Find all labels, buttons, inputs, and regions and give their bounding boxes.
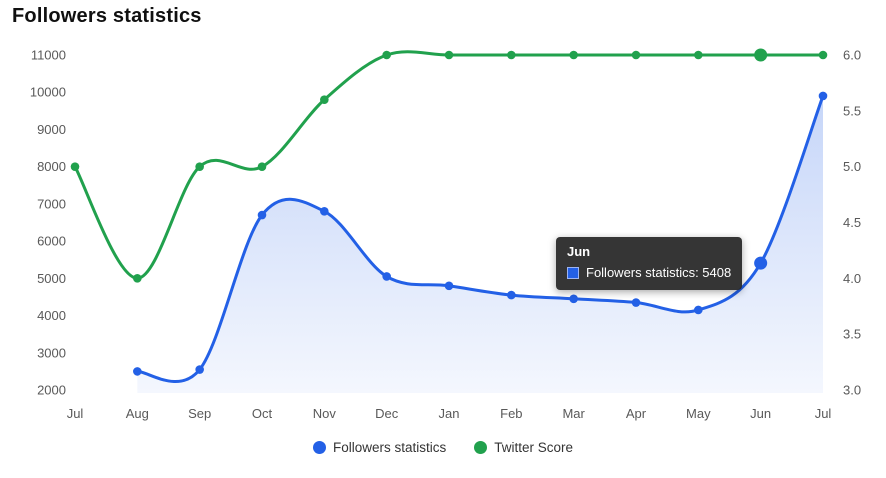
page-title: Followers statistics bbox=[12, 5, 202, 27]
left-axis-tick: 7000 bbox=[37, 196, 66, 211]
followers-point-Jul[interactable] bbox=[818, 91, 828, 101]
x-axis-label: May bbox=[686, 406, 711, 421]
right-axis-tick: 3.5 bbox=[843, 327, 861, 342]
x-axis-label: Jan bbox=[439, 406, 460, 421]
x-axis-label: Dec bbox=[375, 406, 399, 421]
followers-point-Nov[interactable] bbox=[320, 207, 329, 216]
followers-point-May[interactable] bbox=[694, 305, 703, 315]
legend-label-twitter-score: Twitter Score bbox=[494, 440, 574, 455]
twitter-score-point-Apr[interactable] bbox=[631, 50, 641, 60]
followers-point-Sep[interactable] bbox=[195, 365, 204, 374]
followers-line bbox=[135, 94, 825, 383]
twitter-score-point-Jul[interactable] bbox=[818, 50, 828, 60]
followers-point-Aug[interactable] bbox=[133, 367, 142, 376]
left-axis-tick: 9000 bbox=[37, 122, 66, 137]
twitter-score-line bbox=[73, 50, 825, 280]
tooltip-text: Followers statistics: 5408 bbox=[586, 265, 732, 281]
followers-point-Mar[interactable] bbox=[569, 294, 578, 304]
followers-point-Feb[interactable] bbox=[507, 290, 516, 300]
left-axis-tick: 5000 bbox=[37, 271, 66, 286]
x-axis-label: Apr bbox=[626, 406, 647, 421]
left-axis-tick: 6000 bbox=[37, 234, 66, 249]
right-axis-tick: 4.5 bbox=[843, 215, 861, 230]
followers-point-Jun[interactable] bbox=[754, 256, 768, 270]
x-axis-label: Mar bbox=[562, 406, 585, 421]
x-axis-label: Jun bbox=[750, 406, 771, 421]
left-axis-tick: 2000 bbox=[37, 383, 66, 398]
twitter-score-point-Jul[interactable] bbox=[70, 162, 80, 171]
right-axis-tick: 4.0 bbox=[843, 271, 861, 286]
x-axis-label: Jul bbox=[815, 406, 832, 421]
chart-legend: Followers statistics Twitter Score bbox=[0, 440, 886, 455]
twitter-score-point-Oct[interactable] bbox=[257, 162, 267, 171]
twitter-score-point-Jun[interactable] bbox=[754, 48, 768, 62]
followers-area-fill bbox=[137, 95, 824, 393]
right-axis-tick: 5.5 bbox=[843, 103, 861, 118]
twitter-score-point-Jan[interactable] bbox=[444, 50, 454, 60]
twitter-score-point-Aug[interactable] bbox=[133, 274, 142, 283]
right-axis-tick: 5.0 bbox=[843, 159, 861, 174]
legend-label-followers: Followers statistics bbox=[332, 440, 447, 455]
left-axis-tick: 8000 bbox=[37, 159, 66, 174]
right-axis-tick: 3.0 bbox=[843, 383, 861, 398]
tooltip-row: Followers statistics: 5408 bbox=[567, 265, 731, 281]
left-axis-tick: 3000 bbox=[37, 345, 66, 360]
twitter-score-point-Mar[interactable] bbox=[569, 50, 578, 60]
left-axis-tick: 10000 bbox=[30, 85, 66, 100]
left-axis-tick: 11000 bbox=[31, 48, 66, 63]
legend-marker-followers bbox=[312, 441, 326, 454]
tooltip-title: Jun bbox=[567, 244, 591, 259]
x-axis-label: Aug bbox=[126, 406, 149, 421]
twitter-score-point-May[interactable] bbox=[694, 50, 703, 60]
followers-point-Oct[interactable] bbox=[257, 210, 267, 220]
followers-point-Jan[interactable] bbox=[444, 281, 454, 291]
chart-tooltip: Jun Followers statistics: 5408 bbox=[556, 237, 743, 290]
legend-item-followers[interactable]: Followers statistics bbox=[312, 440, 447, 455]
left-axis-tick: 4000 bbox=[37, 308, 66, 323]
legend-marker-twitter-score bbox=[474, 441, 488, 454]
followers-point-Dec[interactable] bbox=[382, 272, 391, 281]
x-axis-label: Sep bbox=[188, 406, 211, 421]
twitter-score-point-Dec[interactable] bbox=[382, 50, 391, 60]
x-axis-label: Nov bbox=[313, 406, 337, 421]
x-axis-label: Oct bbox=[252, 406, 273, 421]
right-axis-tick: 6.0 bbox=[843, 48, 861, 63]
tooltip-series-marker bbox=[567, 267, 579, 280]
twitter-score-point-Feb[interactable] bbox=[507, 50, 516, 60]
x-axis-label: Feb bbox=[500, 406, 522, 421]
twitter-score-point-Sep[interactable] bbox=[195, 162, 204, 171]
legend-item-twitter-score[interactable]: Twitter Score bbox=[474, 440, 573, 455]
twitter-score-point-Nov[interactable] bbox=[320, 95, 329, 104]
followers-point-Apr[interactable] bbox=[631, 298, 641, 307]
x-axis-label: Jul bbox=[67, 406, 84, 421]
